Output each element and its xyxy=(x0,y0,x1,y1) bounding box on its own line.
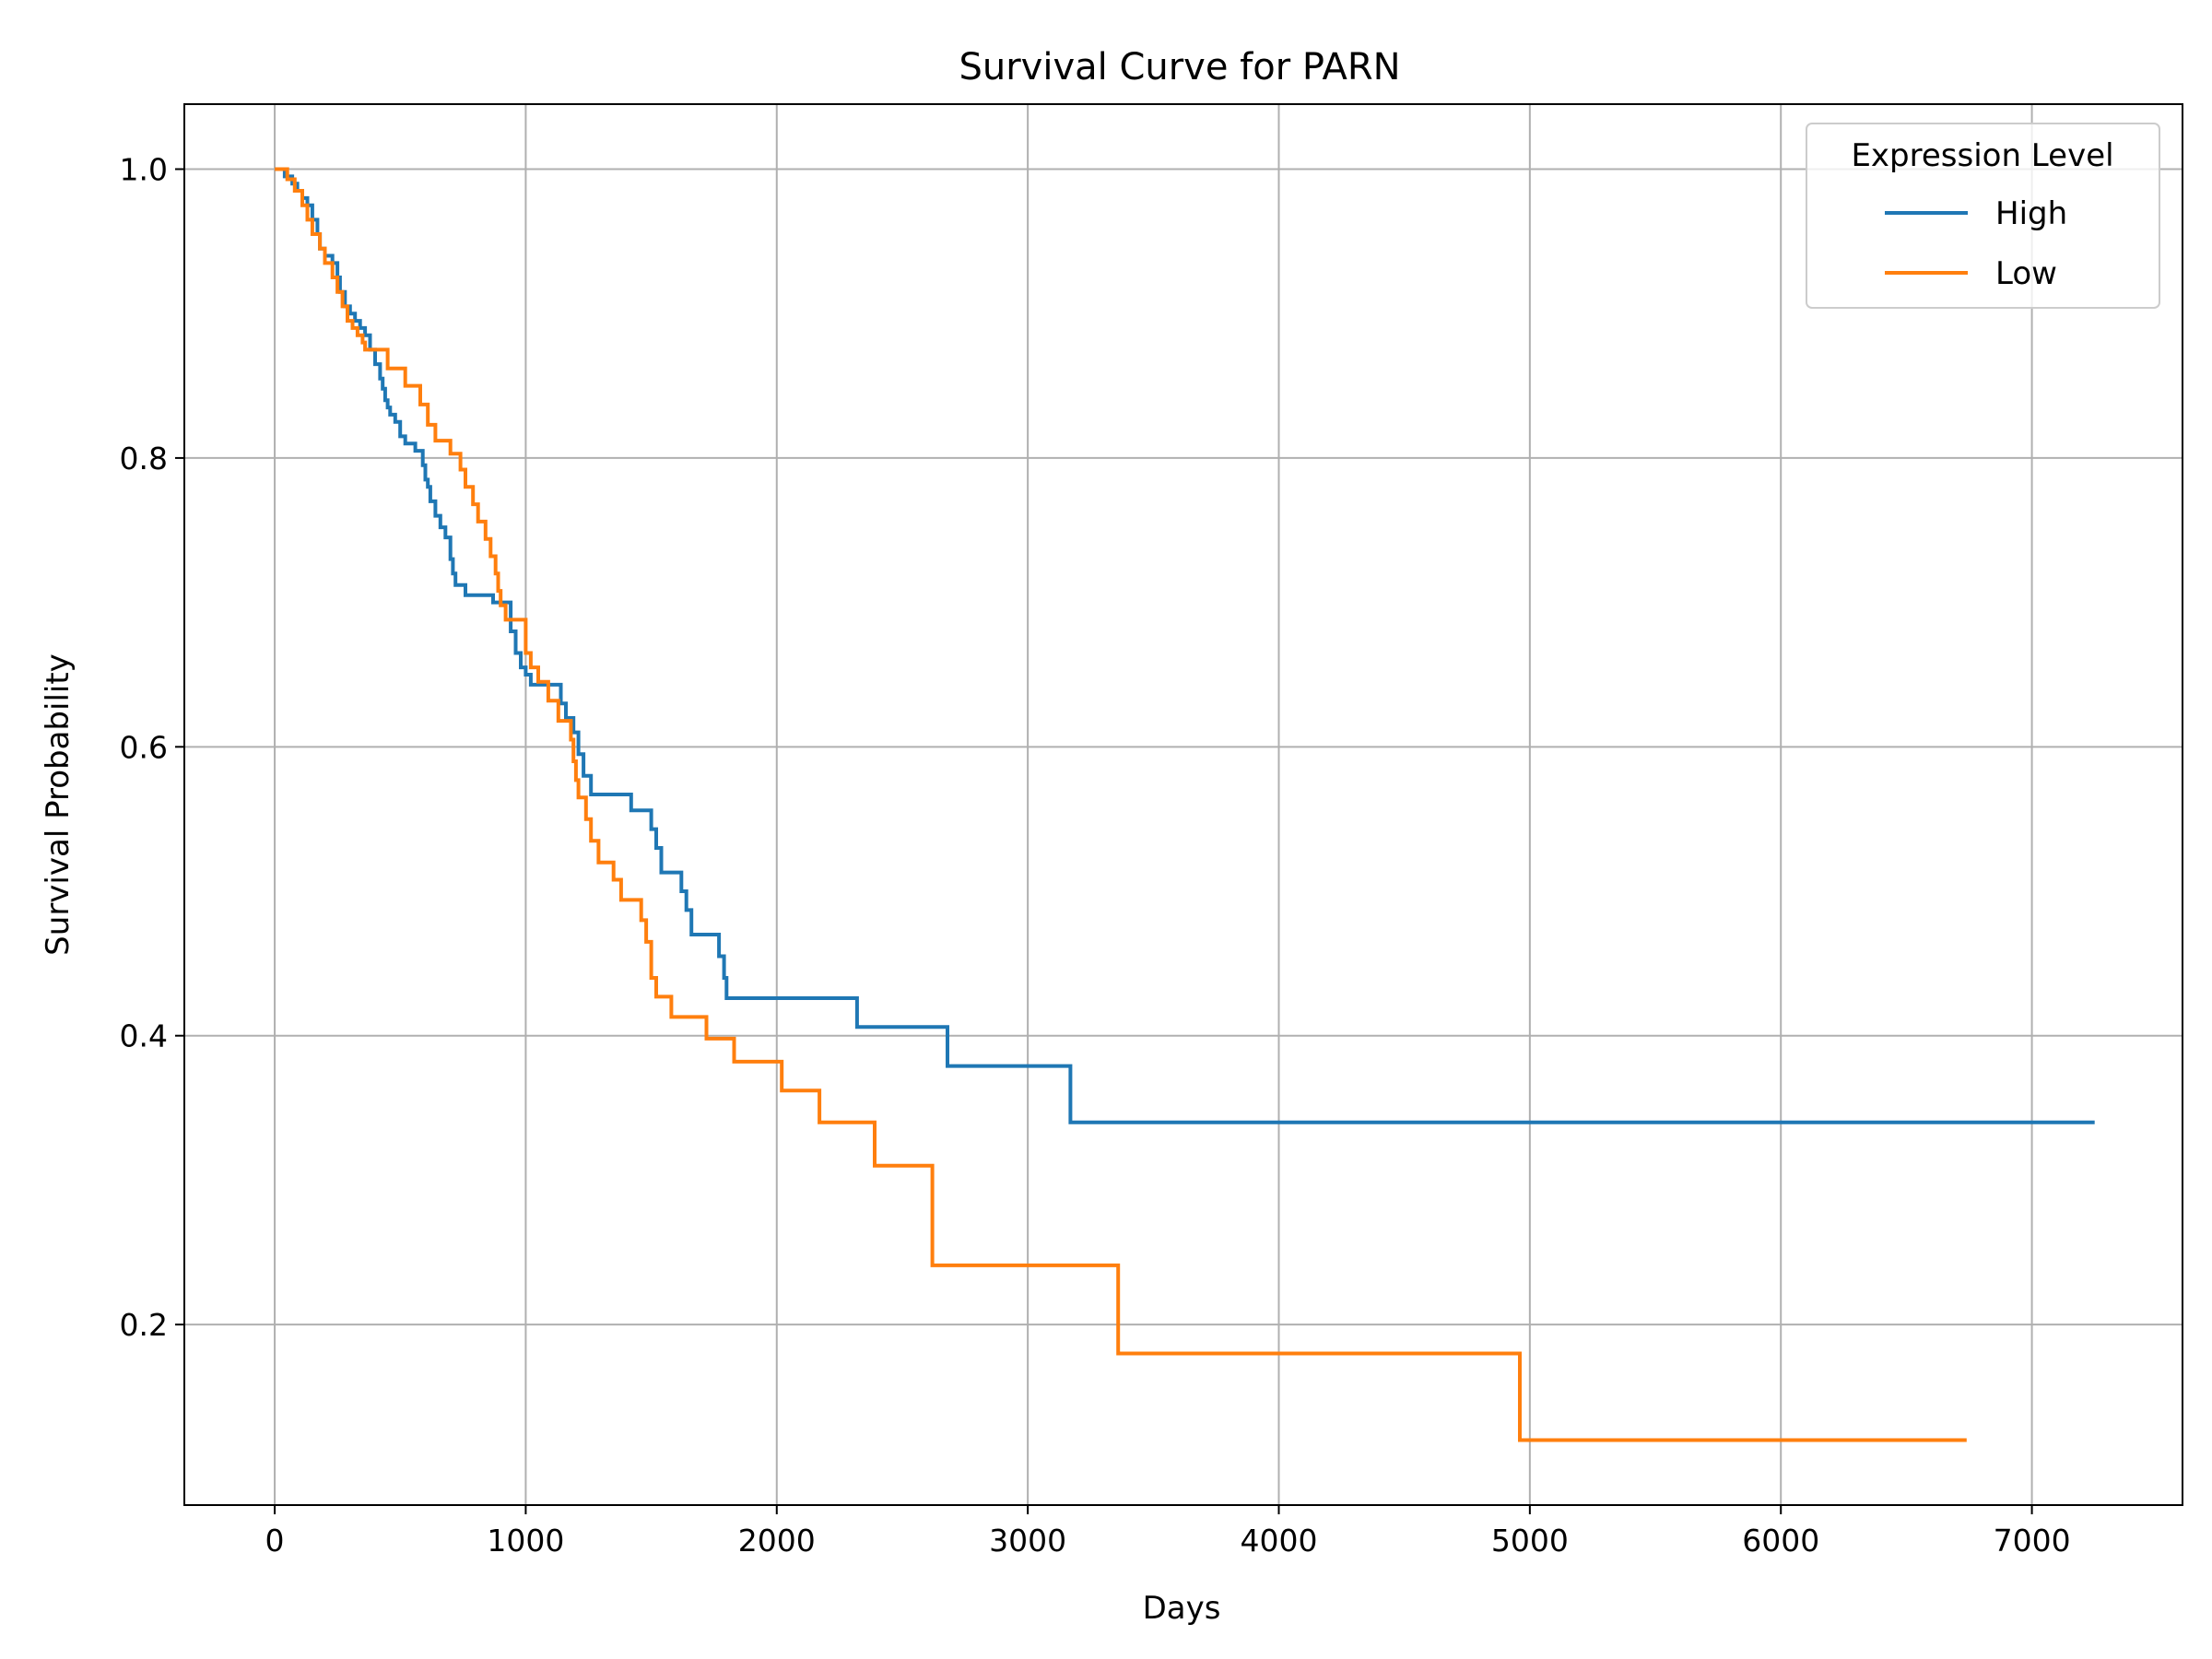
legend-title: Expression Level xyxy=(1851,137,2113,174)
y-tick-label: 0.6 xyxy=(120,729,168,765)
y-tick-label: 0.4 xyxy=(120,1018,168,1054)
y-tick-label: 0.2 xyxy=(120,1307,168,1343)
series-layer xyxy=(275,167,2095,1442)
legend-label-low: Low xyxy=(1995,255,2057,292)
x-tick-label: 1000 xyxy=(487,1523,564,1559)
legend-box xyxy=(1806,123,2160,309)
y-ticks: 0.2 0.4 0.6 0.8 1.0 xyxy=(120,152,184,1343)
x-tick-label: 5000 xyxy=(1491,1523,1569,1559)
y-tick-label: 1.0 xyxy=(120,152,168,188)
x-axis-label: Days xyxy=(1143,1590,1221,1627)
legend: Expression Level High Low xyxy=(1806,123,2160,309)
x-tick-label: 7000 xyxy=(1994,1523,2071,1559)
series-line-low xyxy=(275,167,1967,1442)
x-ticks: 0 1000 2000 3000 4000 5000 6000 7000 xyxy=(265,1505,2071,1559)
plot-frame xyxy=(183,103,2183,1506)
y-axis-label: Survival Probability xyxy=(40,653,76,956)
y-tick-label: 0.8 xyxy=(120,441,168,477)
chart-title: Survival Curve for PARN xyxy=(959,46,1400,88)
legend-label-high: High xyxy=(1995,195,2067,232)
x-tick-label: 4000 xyxy=(1241,1523,1318,1559)
x-tick-label: 6000 xyxy=(1742,1523,1819,1559)
x-tick-label: 0 xyxy=(265,1523,285,1559)
x-tick-label: 3000 xyxy=(989,1523,1066,1559)
x-tick-label: 2000 xyxy=(738,1523,816,1559)
grid-lines xyxy=(184,104,2183,1505)
